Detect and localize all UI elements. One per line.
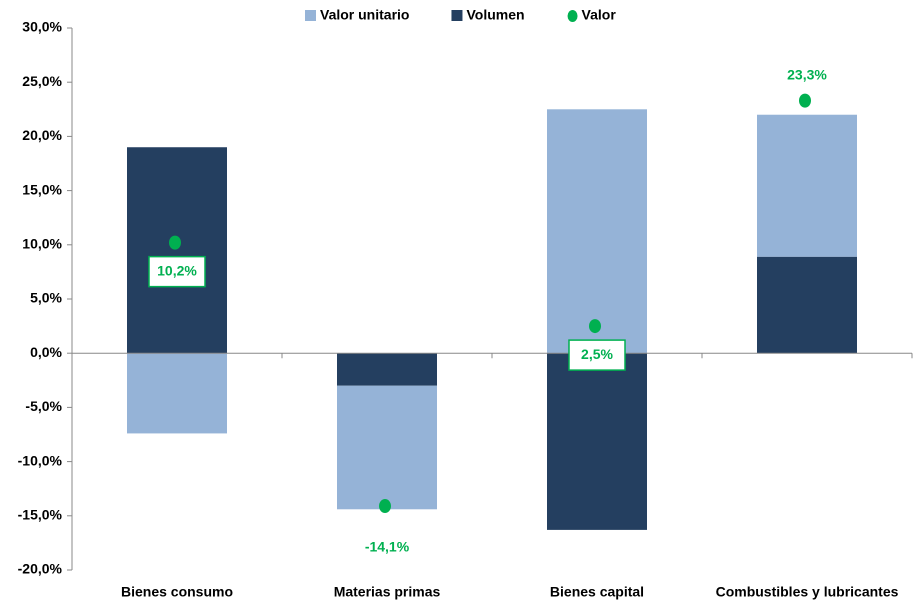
marker [589, 319, 601, 334]
bar [337, 385, 437, 510]
y-tick-label: 15,0% [22, 181, 62, 197]
x-tick-label: Combustibles y lubricantes [716, 584, 899, 600]
legend-label: Volumen [466, 7, 524, 23]
bar [757, 256, 857, 354]
data-label: 2,5% [581, 346, 613, 362]
bar [757, 114, 857, 257]
y-tick-label: 10,0% [22, 236, 62, 252]
y-tick-label: 5,0% [30, 290, 62, 306]
marker [169, 235, 181, 250]
y-tick-label: 30,0% [22, 19, 62, 35]
y-tick-label: 25,0% [22, 73, 62, 89]
bar [127, 147, 227, 354]
y-tick-label: -10,0% [18, 452, 63, 468]
label-box [568, 339, 626, 371]
data-label: 10,2% [157, 262, 197, 278]
bar [547, 353, 647, 530]
y-tick-label: -20,0% [18, 561, 63, 577]
data-label: -14,1% [365, 539, 410, 555]
label-box [148, 255, 206, 288]
bar [127, 353, 227, 434]
x-tick-label: Bienes consumo [121, 584, 233, 600]
y-tick-label: -5,0% [25, 398, 62, 414]
x-tick-label: Materias primas [334, 584, 441, 600]
bar [337, 353, 437, 386]
legend-swatch [305, 10, 316, 21]
marker [379, 499, 391, 514]
marker [799, 93, 811, 108]
y-tick-label: -15,0% [18, 507, 63, 523]
legend-label: Valor unitario [320, 7, 409, 23]
bar [547, 109, 647, 354]
legend-swatch [451, 10, 463, 21]
legend-marker [567, 10, 578, 22]
data-label: 23,3% [787, 66, 827, 82]
y-tick-label: 0,0% [30, 344, 62, 360]
y-tick-label: 20,0% [22, 127, 62, 143]
legend-label: Valor [582, 7, 617, 23]
x-tick-label: Bienes capital [550, 584, 644, 600]
